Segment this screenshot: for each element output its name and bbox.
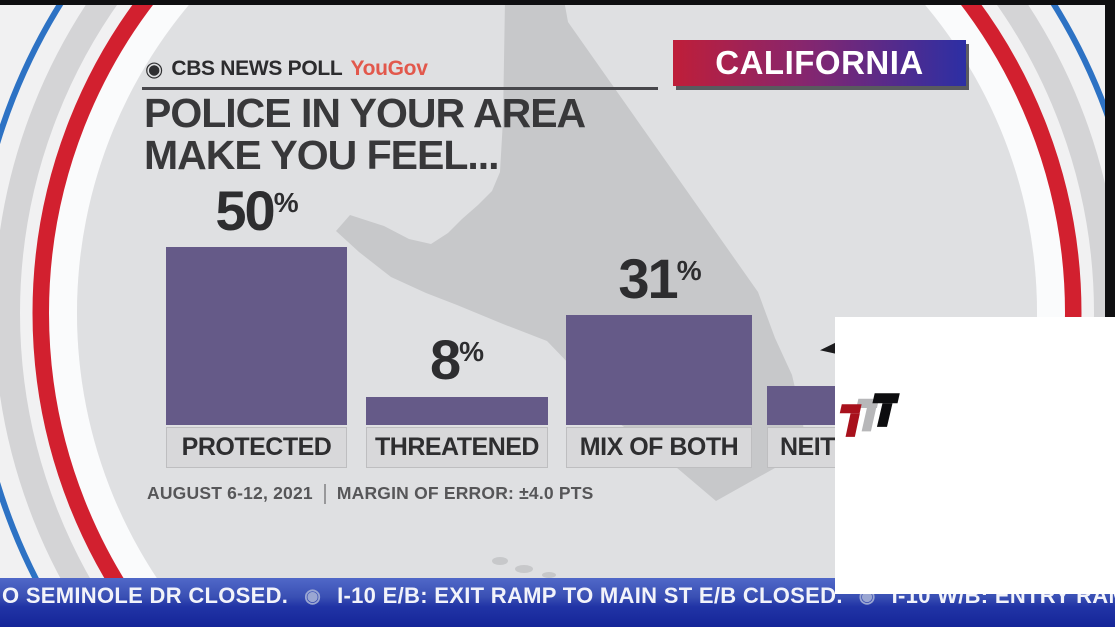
value-label-threatened: 8% (369, 327, 545, 392)
percent-sign: % (676, 255, 702, 286)
poll-header: ◉ CBS NEWS POLL YouGov (145, 57, 428, 81)
category-label-threatened: THREATENED (366, 427, 548, 468)
category-label-protected: PROTECTED (166, 427, 347, 468)
poll-date-range: AUGUST 6-12, 2021 (147, 483, 313, 503)
bar-threatened (366, 397, 548, 425)
header-underline (142, 87, 658, 90)
ticker-item: I-10 E/B: EXIT RAMP TO MAIN ST E/B CLOSE… (337, 583, 843, 608)
value-label-mix-of-both: 31% (572, 246, 748, 311)
poll-brand: CBS NEWS POLL (171, 57, 343, 80)
ticker-item: O SEMINOLE DR CLOSED. (2, 583, 289, 608)
title-line-1: POLICE IN YOUR AREA (144, 90, 586, 136)
poll-footnote: AUGUST 6-12, 2021 MARGIN OF ERROR: ±4.0 … (147, 483, 594, 504)
screen-right-border (1105, 0, 1115, 320)
region-banner-label: CALIFORNIA (715, 44, 924, 81)
poll-margin-of-error: MARGIN OF ERROR: ±4.0 PTS (336, 483, 594, 503)
logo-t-black (872, 393, 900, 427)
screen-top-border (0, 0, 1115, 5)
value-label-protected: 50% (169, 178, 345, 243)
value-number: 8 (429, 328, 461, 391)
ticker-text-row: O SEMINOLE DR CLOSED. ◉ I-10 E/B: EXIT R… (2, 583, 1115, 609)
cbs-eye-separator-icon: ◉ (304, 585, 322, 607)
title-line-2: MAKE YOU FEEL... (144, 132, 500, 178)
cbs-eye-icon: ◉ (145, 57, 164, 81)
footnote-divider (323, 483, 326, 504)
bar-mix-of-both (566, 315, 752, 425)
logo-t-gray (856, 398, 879, 432)
value-number: 50 (215, 179, 275, 242)
percent-sign: % (459, 336, 485, 367)
value-number: 31 (618, 247, 678, 310)
station-logo-box (835, 317, 1115, 594)
region-banner: CALIFORNIA (673, 40, 966, 86)
ttt-station-logo (839, 393, 900, 437)
category-label-mix-of-both: MIX OF BOTH (566, 427, 752, 468)
logo-t-red (839, 404, 862, 437)
bar-protected (166, 247, 347, 425)
percent-sign: % (273, 187, 299, 218)
poll-partner: YouGov (350, 57, 428, 80)
poll-question-title: POLICE IN YOUR AREA MAKE YOU FEEL... (144, 90, 586, 178)
